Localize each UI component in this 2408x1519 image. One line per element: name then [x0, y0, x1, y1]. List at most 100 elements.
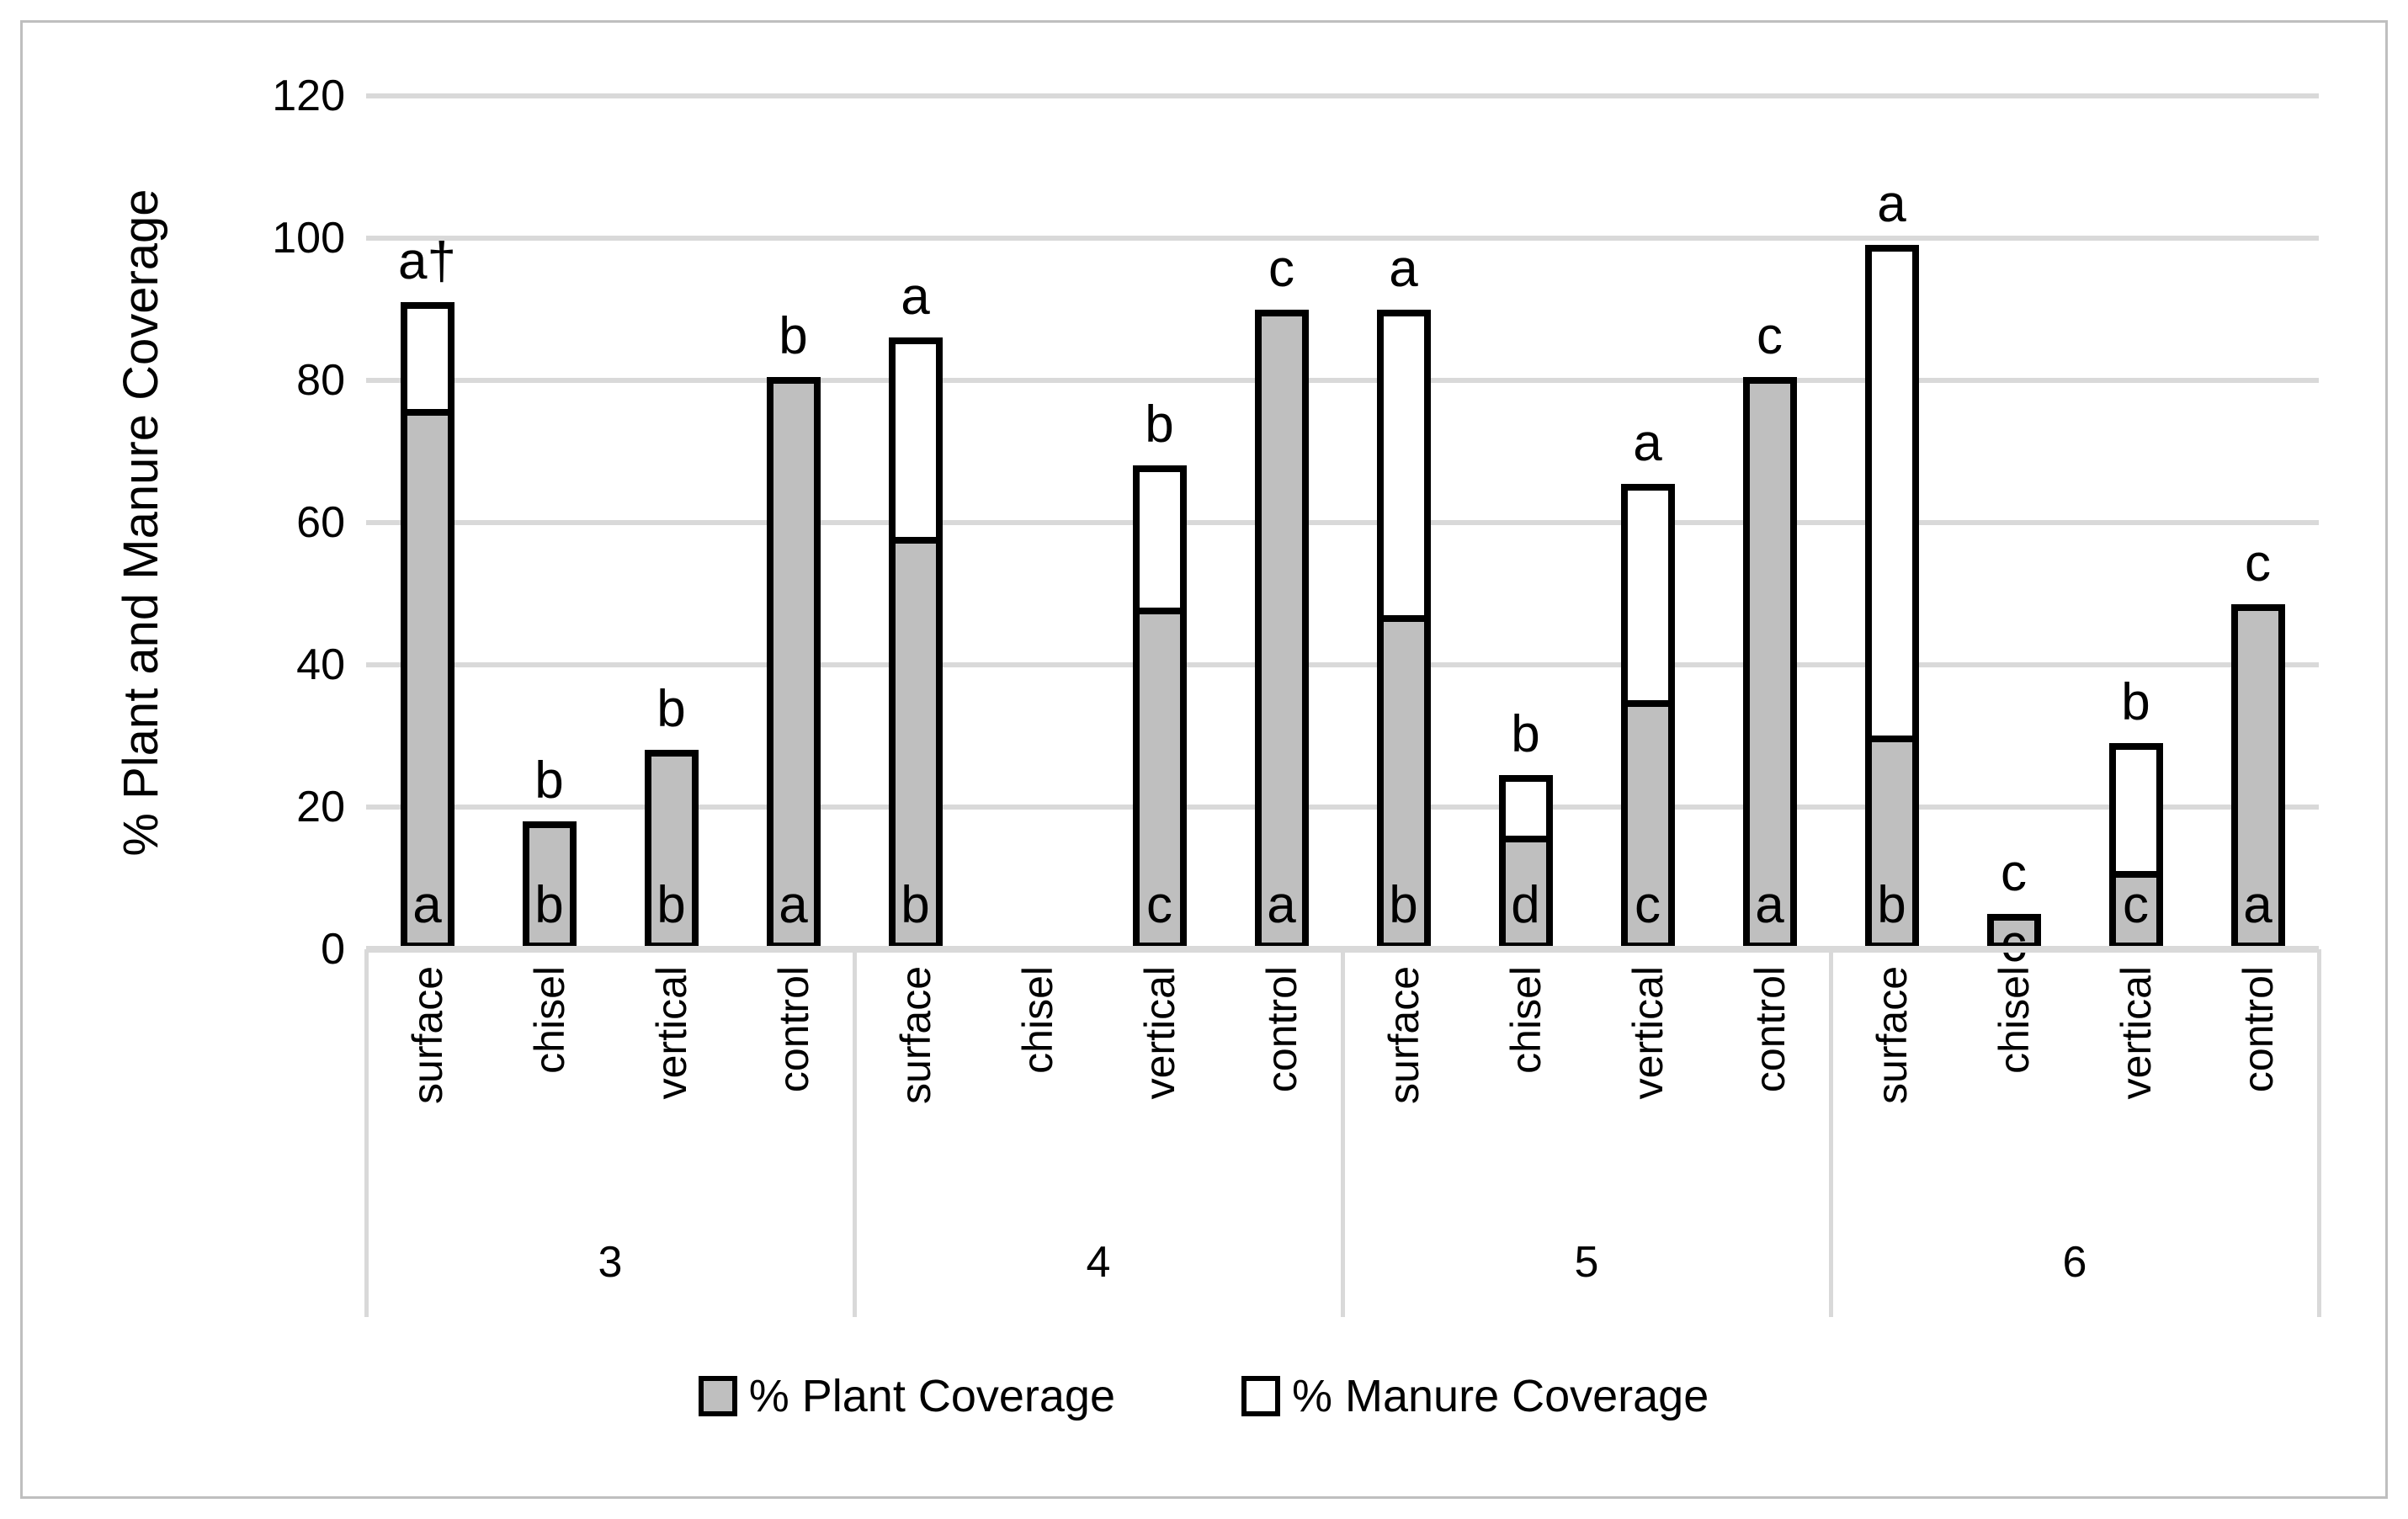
bar-plant-segment [1139, 608, 1180, 943]
bar-letter-inside: a [1267, 876, 1296, 934]
bar-plant-segment [529, 827, 570, 943]
legend-label-plant: % Plant Coverage [748, 1371, 1115, 1421]
y-axis-title: % Plant and Manure Coverage [114, 189, 168, 857]
bar-letter-inside: a [779, 876, 808, 934]
bar-plant-segment [1749, 383, 1790, 943]
y-tick-label-100: 100 [272, 214, 345, 263]
bar-5-vertical [1620, 483, 1675, 949]
bar-plant-segment [2237, 611, 2278, 943]
axis-divider-3 [1829, 949, 1833, 1317]
bar-letter-above: b [534, 751, 564, 810]
category-label-4-chisel: chisel [1013, 966, 1061, 1074]
y-tick-label-80: 80 [296, 356, 345, 405]
group-label-3: 3 [598, 1238, 623, 1287]
category-label-3-surface: surface [403, 966, 451, 1104]
legend-label-manure: % Manure Coverage [1291, 1371, 1709, 1421]
legend-entry-plant: % Plant Coverage [698, 1370, 1115, 1422]
axis-divider-4 [2317, 949, 2321, 1317]
bar-letter-inside: a [2243, 876, 2272, 934]
bar-letter-inside: b [1389, 876, 1418, 934]
bar-6-vertical [2108, 742, 2163, 949]
category-label-5-surface: surface [1379, 966, 1427, 1104]
bar-plant-segment [773, 383, 814, 943]
legend-entry-manure: % Manure Coverage [1241, 1370, 1709, 1422]
bar-letter-above: a [1389, 239, 1418, 298]
bar-letter-above: b [1511, 704, 1540, 763]
category-label-6-chisel: chisel [1990, 966, 2038, 1074]
bar-letter-above: a [1877, 175, 1906, 234]
bar-plant-segment [1627, 700, 1668, 943]
bar-letter-inside: b [901, 876, 930, 934]
category-label-6-surface: surface [1868, 966, 1916, 1104]
gridline-y-120 [366, 93, 2319, 98]
bar-plant-segment [1505, 835, 1546, 943]
bar-letter-inside: c [1635, 876, 1661, 934]
bar-letter-inside: d [1511, 876, 1540, 934]
gridline-y-60 [366, 520, 2319, 525]
y-tick-label-0: 0 [321, 925, 345, 974]
bar-letter-above: b [2121, 672, 2150, 731]
bar-letter-above: c [1268, 239, 1294, 298]
bar-plant-segment [1261, 316, 1302, 943]
bar-letter-above: c [1757, 306, 1783, 365]
gridline-y-80 [366, 378, 2319, 383]
manure-coverage-swatch-icon [1241, 1376, 1280, 1416]
group-label-6: 6 [2062, 1238, 2087, 1287]
bar-letter-above: b [1145, 396, 1174, 454]
bar-letter-inside: a [412, 876, 442, 934]
bar-letter-inside: b [656, 876, 686, 934]
bar-plant-segment [1871, 736, 1912, 943]
bar-plant-segment [1993, 920, 2034, 943]
bar-letter-above: b [779, 306, 808, 365]
bar-4-control [1254, 309, 1309, 949]
bar-letter-above: b [656, 680, 686, 739]
bar-plant-segment [895, 536, 936, 943]
gridline-y-40 [366, 662, 2319, 667]
category-label-3-vertical: vertical [647, 966, 695, 1100]
bar-3-control [766, 376, 821, 949]
bar-letter-inside: c [2001, 915, 2027, 973]
bar-plant-segment [1383, 614, 1424, 943]
group-label-4: 4 [1086, 1238, 1111, 1287]
bar-plant-segment [651, 757, 692, 943]
y-tick-label-20: 20 [296, 783, 345, 831]
gridline-y-100 [366, 236, 2319, 241]
category-label-5-control: control [1746, 966, 1794, 1093]
bar-letter-above: a† [398, 232, 456, 291]
category-label-4-surface: surface [891, 966, 939, 1104]
y-tick-label-40: 40 [296, 640, 345, 689]
axis-divider-2 [1341, 949, 1345, 1317]
bar-letter-inside: c [1146, 876, 1172, 934]
y-tick-label-120: 120 [272, 72, 345, 120]
bar-6-surface [1864, 245, 1919, 949]
bar-5-chisel [1498, 774, 1553, 949]
bar-plant-segment [407, 408, 448, 943]
category-label-5-chisel: chisel [1502, 966, 1550, 1074]
bar-4-vertical [1132, 465, 1187, 949]
bar-letter-inside: b [534, 876, 564, 934]
category-label-3-control: control [769, 966, 817, 1093]
plant-coverage-swatch-icon [698, 1376, 737, 1416]
bar-5-control [1742, 376, 1797, 949]
bar-6-control [2230, 604, 2285, 949]
bar-letter-inside: a [1755, 876, 1784, 934]
bar-plant-segment [2115, 871, 2156, 943]
bar-4-surface [888, 337, 943, 949]
bar-3-chisel [522, 821, 577, 949]
category-label-4-control: control [1257, 966, 1305, 1093]
category-label-5-vertical: vertical [1624, 966, 1672, 1100]
bar-letter-above: a [901, 268, 930, 327]
group-label-5: 5 [1574, 1238, 1599, 1287]
category-label-6-vertical: vertical [2112, 966, 2160, 1100]
bar-3-surface [400, 302, 454, 949]
bar-letter-inside: b [1877, 876, 1906, 934]
bar-3-vertical [644, 750, 699, 949]
legend: % Plant Coverage % Manure Coverage [505, 1370, 1902, 1422]
bar-letter-above: c [2001, 843, 2027, 902]
category-label-3-chisel: chisel [525, 966, 573, 1074]
bar-letter-inside: c [2123, 876, 2149, 934]
bar-5-surface [1376, 309, 1431, 949]
y-tick-label-60: 60 [296, 498, 345, 547]
category-label-6-control: control [2234, 966, 2282, 1093]
